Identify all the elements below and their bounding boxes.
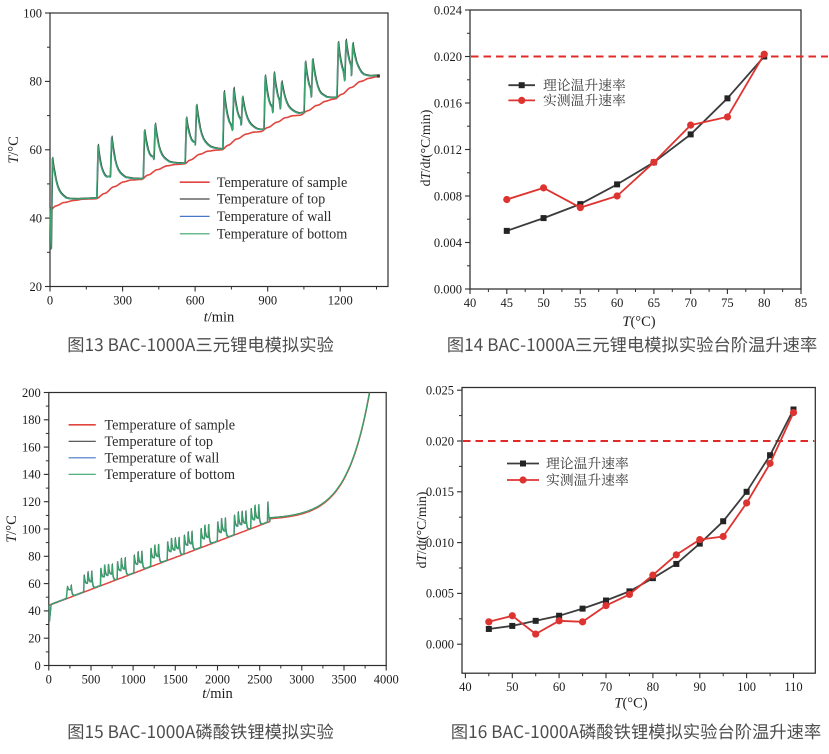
svg-text:70: 70 [600, 680, 613, 694]
svg-text:90: 90 [694, 680, 707, 694]
svg-text:20: 20 [28, 632, 41, 646]
svg-text:0.015: 0.015 [426, 485, 454, 499]
svg-text:1500: 1500 [163, 673, 188, 687]
svg-text:300: 300 [113, 294, 132, 308]
svg-text:0: 0 [35, 659, 41, 673]
svg-text:55: 55 [574, 296, 587, 310]
svg-text:160: 160 [22, 440, 41, 454]
svg-text:T/°C: T/°C [4, 515, 20, 543]
svg-text:Temperature of top: Temperature of top [105, 434, 214, 450]
svg-text:500: 500 [82, 673, 101, 687]
svg-text:Temperature of bottom: Temperature of bottom [217, 226, 348, 242]
svg-text:60: 60 [553, 680, 566, 694]
svg-text:0: 0 [47, 294, 53, 308]
svg-text:80: 80 [647, 680, 660, 694]
svg-text:40: 40 [28, 604, 41, 618]
svg-text:t/min: t/min [202, 686, 233, 702]
svg-text:1000: 1000 [121, 673, 146, 687]
svg-text:Temperature of wall: Temperature of wall [105, 450, 220, 466]
svg-text:60: 60 [30, 143, 43, 157]
svg-text:0.000: 0.000 [426, 638, 454, 652]
svg-text:0.020: 0.020 [434, 50, 462, 64]
svg-text:65: 65 [648, 296, 661, 310]
svg-text:dT/dt(°C/min): dT/dt(°C/min) [414, 492, 429, 569]
svg-text:dT/dt(°C/min): dT/dt(°C/min) [418, 110, 433, 187]
svg-text:100: 100 [737, 680, 756, 694]
svg-text:0.004: 0.004 [434, 236, 463, 250]
svg-text:Temperature of sample: Temperature of sample [105, 417, 236, 433]
svg-text:0.005: 0.005 [426, 587, 454, 601]
svg-text:50: 50 [506, 680, 519, 694]
svg-text:600: 600 [186, 294, 205, 308]
svg-text:2000: 2000 [205, 673, 230, 687]
svg-text:120: 120 [22, 495, 41, 509]
svg-text:Temperature of sample: Temperature of sample [217, 175, 348, 191]
svg-text:85: 85 [795, 296, 808, 310]
svg-text:60: 60 [611, 296, 624, 310]
svg-text:140: 140 [22, 468, 41, 482]
svg-text:0.008: 0.008 [434, 189, 462, 203]
svg-text:2500: 2500 [247, 673, 272, 687]
svg-text:0: 0 [46, 673, 52, 687]
svg-text:200: 200 [22, 386, 41, 400]
svg-text:T(°C): T(°C) [622, 314, 655, 330]
svg-text:900: 900 [258, 294, 277, 308]
svg-text:40: 40 [459, 680, 472, 694]
svg-text:100: 100 [22, 522, 41, 536]
svg-text:180: 180 [22, 413, 41, 427]
svg-text:0.024: 0.024 [434, 3, 463, 17]
svg-text:80: 80 [758, 296, 771, 310]
svg-text:0.010: 0.010 [426, 536, 454, 550]
svg-text:40: 40 [30, 211, 43, 225]
svg-text:40: 40 [464, 296, 477, 310]
svg-text:3000: 3000 [289, 673, 314, 687]
svg-text:T/°C: T/°C [6, 136, 22, 164]
svg-text:80: 80 [30, 75, 43, 89]
svg-text:20: 20 [30, 280, 43, 294]
svg-text:0.020: 0.020 [426, 434, 454, 448]
svg-text:4000: 4000 [374, 673, 399, 687]
svg-text:60: 60 [28, 577, 41, 591]
svg-text:80: 80 [28, 550, 41, 564]
svg-text:Temperature of wall: Temperature of wall [217, 209, 332, 225]
svg-text:0.012: 0.012 [434, 143, 462, 157]
svg-text:45: 45 [501, 296, 514, 310]
svg-text:0.000: 0.000 [434, 282, 462, 296]
svg-text:50: 50 [537, 296, 550, 310]
svg-text:0.016: 0.016 [434, 96, 462, 110]
svg-text:0.025: 0.025 [426, 384, 454, 398]
svg-text:75: 75 [721, 296, 734, 310]
svg-text:Temperature of bottom: Temperature of bottom [105, 467, 236, 483]
svg-text:110: 110 [784, 680, 802, 694]
svg-text:1200: 1200 [328, 294, 353, 308]
svg-text:Temperature of top: Temperature of top [217, 192, 326, 208]
svg-text:3500: 3500 [332, 673, 357, 687]
svg-text:t/min: t/min [204, 310, 235, 326]
svg-text:100: 100 [23, 6, 42, 20]
svg-text:T(°C): T(°C) [614, 696, 647, 712]
svg-text:70: 70 [684, 296, 697, 310]
